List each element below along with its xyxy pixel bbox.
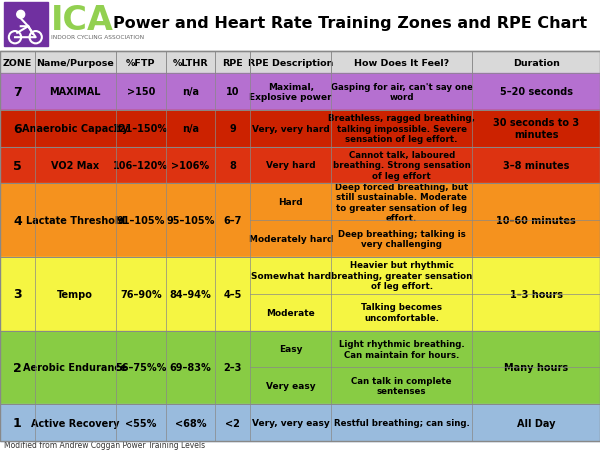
- Text: Maximal,
Explosive power: Maximal, Explosive power: [250, 82, 332, 102]
- Text: Heavier but rhythmic
breathing, greater sensation
of leg effort.: Heavier but rhythmic breathing, greater …: [331, 261, 472, 291]
- Text: Very, very hard: Very, very hard: [252, 124, 329, 133]
- Text: 8: 8: [229, 161, 236, 171]
- Text: >150: >150: [127, 87, 155, 97]
- Text: 69–83%: 69–83%: [170, 363, 211, 373]
- Text: 1–3 hours: 1–3 hours: [509, 289, 563, 299]
- Bar: [0, 147, 600, 184]
- Text: Easy: Easy: [279, 345, 302, 354]
- Text: RPE Description: RPE Description: [248, 58, 334, 67]
- Text: Aerobic Endurance: Aerobic Endurance: [23, 363, 127, 373]
- Text: Very, very easy: Very, very easy: [252, 418, 329, 427]
- Bar: [4, 3, 48, 47]
- Text: Can talk in complete
sentenses: Can talk in complete sentenses: [352, 376, 452, 396]
- Text: Moderate: Moderate: [266, 308, 315, 317]
- Bar: [0, 52, 600, 441]
- Bar: [0, 52, 600, 74]
- Text: Very hard: Very hard: [266, 161, 316, 170]
- Text: <2: <2: [226, 418, 240, 428]
- Text: 3–8 minutes: 3–8 minutes: [503, 161, 569, 171]
- Text: 5–20 seconds: 5–20 seconds: [500, 87, 572, 97]
- Text: Deep breathing; talking is
very challenging: Deep breathing; talking is very challeng…: [338, 229, 466, 249]
- Bar: [0, 184, 600, 258]
- Bar: [0, 258, 600, 331]
- Text: Moderately hard: Moderately hard: [248, 235, 333, 243]
- Text: %FTP: %FTP: [126, 58, 155, 67]
- Text: VO2 Max: VO2 Max: [51, 161, 100, 171]
- Text: <55%: <55%: [125, 418, 157, 428]
- Bar: [0, 404, 600, 441]
- Text: Active Recovery: Active Recovery: [31, 418, 119, 428]
- Text: Anaerobic Capacity: Anaerobic Capacity: [22, 124, 128, 134]
- Text: 10: 10: [226, 87, 239, 97]
- Text: Lactate Threshold: Lactate Threshold: [26, 216, 125, 226]
- Text: 56–75%%: 56–75%%: [115, 363, 166, 373]
- Bar: [0, 0, 600, 52]
- Text: Light rhythmic breathing.
Can maintain for hours.: Light rhythmic breathing. Can maintain f…: [339, 339, 464, 359]
- Text: Deep forced breathing, but
still sustainable. Moderate
to greater sensation of l: Deep forced breathing, but still sustain…: [335, 182, 469, 222]
- Text: Hard: Hard: [278, 198, 303, 207]
- Text: 95–105%: 95–105%: [166, 216, 215, 226]
- Text: All Day: All Day: [517, 418, 556, 428]
- Text: Breathless, ragged breathing,
talking impossible. Severe
sensation of leg effort: Breathless, ragged breathing, talking im…: [328, 114, 475, 144]
- Text: Tempo: Tempo: [58, 289, 93, 299]
- Text: MAXIMAL: MAXIMAL: [50, 87, 101, 97]
- Bar: [0, 74, 600, 111]
- Text: 6–7: 6–7: [224, 216, 242, 226]
- Text: >106%: >106%: [172, 161, 209, 171]
- Text: Very easy: Very easy: [266, 381, 316, 390]
- Text: Name/Purpose: Name/Purpose: [37, 58, 114, 67]
- Text: 91–105%: 91–105%: [116, 216, 165, 226]
- Text: 3: 3: [13, 288, 22, 301]
- Text: Gasping for air, can't say one
word: Gasping for air, can't say one word: [331, 82, 473, 102]
- Text: 1: 1: [13, 416, 22, 429]
- Text: 4: 4: [13, 214, 22, 227]
- Text: ZONE: ZONE: [3, 58, 32, 67]
- Text: Modified from Andrew Coggan Power Training Levels: Modified from Andrew Coggan Power Traini…: [4, 440, 205, 449]
- Text: 2: 2: [13, 361, 22, 374]
- Text: 4–5: 4–5: [224, 289, 242, 299]
- Bar: [0, 111, 600, 147]
- Text: n/a: n/a: [182, 124, 199, 134]
- Text: RPE: RPE: [223, 58, 243, 67]
- Text: How Does It Feel?: How Does It Feel?: [354, 58, 449, 67]
- Text: Cannot talk, laboured
breathing. Strong sensation
of leg effort: Cannot talk, laboured breathing. Strong …: [333, 151, 470, 181]
- Text: INDOOR CYCLING ASSOCIATION: INDOOR CYCLING ASSOCIATION: [51, 35, 144, 40]
- Text: 84–94%: 84–94%: [170, 289, 211, 299]
- Text: %LTHR: %LTHR: [173, 58, 208, 67]
- Text: 30 seconds to 3
minutes: 30 seconds to 3 minutes: [493, 118, 579, 140]
- Text: Talking becomes
uncomfortable.: Talking becomes uncomfortable.: [361, 303, 442, 322]
- Text: 9: 9: [229, 124, 236, 134]
- Text: 6: 6: [13, 122, 22, 136]
- Text: 5: 5: [13, 159, 22, 172]
- Text: <68%: <68%: [175, 418, 206, 428]
- Circle shape: [17, 11, 25, 19]
- Text: 106–120%: 106–120%: [113, 161, 168, 171]
- Text: 2–3: 2–3: [224, 363, 242, 373]
- Bar: [0, 331, 600, 404]
- Text: Somewhat hard: Somewhat hard: [251, 271, 331, 280]
- Text: 10–60 minutes: 10–60 minutes: [496, 216, 576, 226]
- Text: Power and Heart Rate Training Zones and RPE Chart: Power and Heart Rate Training Zones and …: [113, 15, 587, 30]
- Text: 7: 7: [13, 86, 22, 99]
- Text: Restful breathing; can sing.: Restful breathing; can sing.: [334, 418, 470, 427]
- Text: ICA: ICA: [51, 4, 114, 37]
- Text: Duration: Duration: [512, 58, 560, 67]
- Text: Many hours: Many hours: [504, 363, 568, 373]
- Text: 76–90%: 76–90%: [120, 289, 161, 299]
- Text: n/a: n/a: [182, 87, 199, 97]
- Text: 121–150%: 121–150%: [113, 124, 168, 134]
